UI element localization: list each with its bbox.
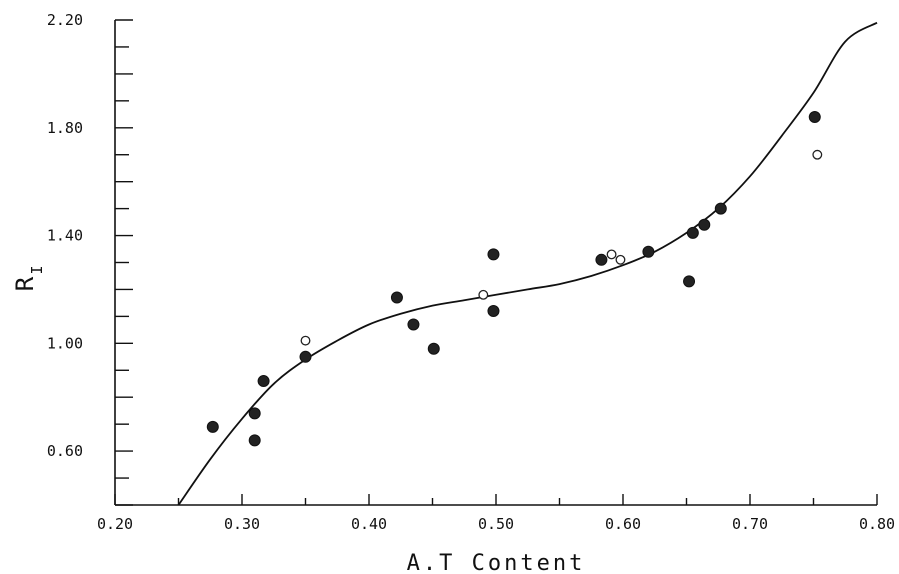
fit-curve	[177, 21, 878, 506]
data-point-filled	[427, 342, 440, 355]
data-point-filled	[714, 202, 727, 215]
y-axis-title: R I	[11, 265, 46, 291]
y-tick-label: 1.40	[47, 227, 83, 245]
data-point-filled	[299, 350, 312, 363]
y-axis-title-subscript: I	[28, 265, 46, 274]
y-tick-label: 1.80	[47, 119, 83, 137]
data-point-filled	[248, 434, 261, 447]
data-point-filled	[487, 305, 500, 317]
data-point-filled	[390, 291, 403, 304]
y-axis-title-main: R	[11, 276, 39, 291]
data-point-filled	[487, 248, 500, 261]
y-tick-label: 2.20	[47, 11, 83, 29]
data-point-filled	[683, 275, 696, 288]
x-tick-label: 0.80	[859, 515, 895, 533]
tick-labels: 0.20 0.30 0.40 0.50 0.60 0.70 0.80 0.60 1.00 1.40…	[47, 11, 895, 533]
data-point-open	[478, 289, 489, 300]
x-tick-label: 0.20	[97, 515, 133, 533]
data-point-filled	[248, 407, 261, 420]
x-tick-label: 0.60	[605, 515, 641, 533]
ticks	[114, 19, 878, 506]
data-point-filled	[698, 218, 711, 231]
data-point-filled	[257, 375, 270, 388]
data-points	[206, 111, 823, 447]
y-tick-label: 0.60	[47, 442, 83, 460]
data-point-filled	[808, 111, 821, 123]
data-point-open	[615, 254, 626, 265]
data-point-filled	[642, 245, 655, 258]
data-point-filled	[686, 226, 699, 239]
data-point-filled	[407, 318, 420, 331]
data-point-open	[812, 149, 823, 160]
data-point-open	[606, 249, 617, 260]
data-point-filled	[206, 420, 219, 433]
axes	[114, 20, 877, 506]
data-point-filled	[595, 253, 608, 266]
y-tick-label: 1.00	[47, 334, 83, 352]
data-point-open	[300, 335, 311, 346]
x-tick-label: 0.50	[478, 515, 514, 533]
x-axis-title: A.T Content	[407, 551, 586, 574]
x-tick-label: 0.40	[351, 515, 387, 533]
x-tick-label: 0.30	[224, 515, 260, 533]
x-tick-label: 0.70	[732, 515, 768, 533]
